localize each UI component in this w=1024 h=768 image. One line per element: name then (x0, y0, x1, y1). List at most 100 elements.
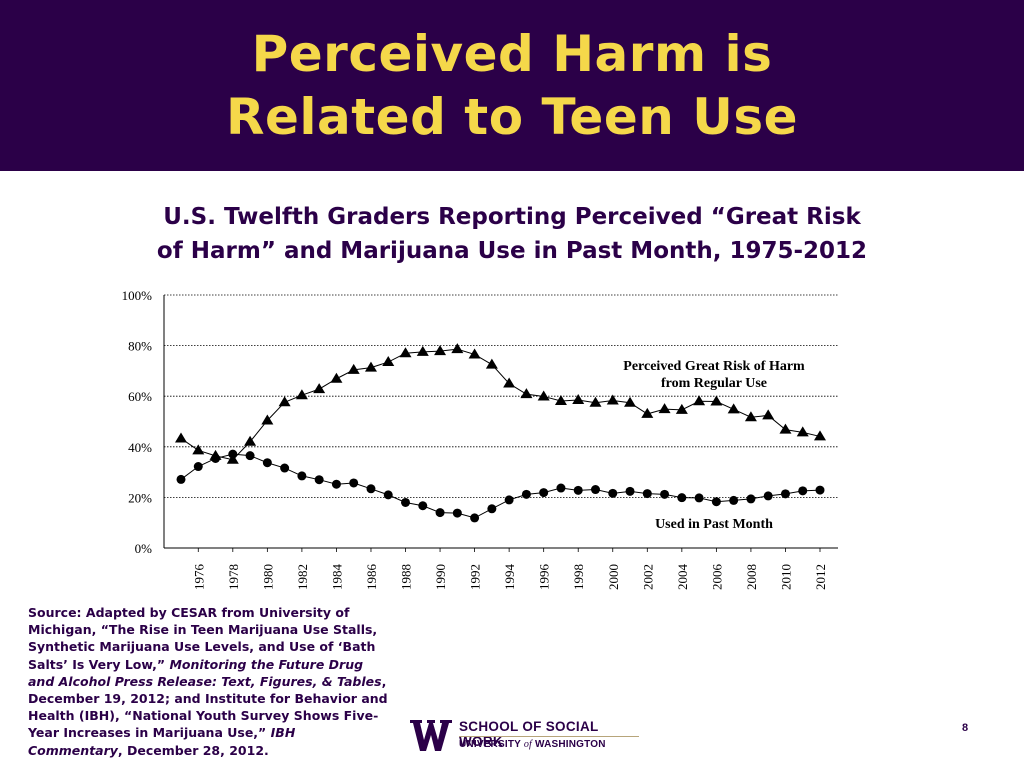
x-tick-label: 1986 (364, 564, 379, 591)
triangle-point (244, 435, 257, 446)
slide-header: Perceived Harm is Related to Teen Use (0, 0, 1024, 171)
y-tick-label: 80% (128, 339, 152, 354)
circle-point (556, 483, 566, 493)
circle-point (798, 486, 808, 496)
circle-point (470, 513, 480, 523)
circle-point (521, 489, 531, 499)
circle-point (815, 485, 825, 495)
triangle-point (226, 453, 239, 464)
triangle-point (382, 356, 395, 367)
line-chart: 0% 20% 40% 60% 80% 100% 1976 1978 1980 1982 1984 19… (122, 288, 838, 591)
triangle-point (175, 432, 187, 443)
x-tick-label: 1992 (468, 564, 483, 590)
x-tick-label: 2010 (778, 564, 793, 590)
circle-point (625, 486, 635, 496)
y-tick-label: 20% (128, 490, 152, 505)
series-line-2 (180, 453, 821, 519)
circle-point (694, 493, 704, 503)
circle-point (677, 493, 687, 503)
circle-point (435, 508, 445, 518)
triangle-point (261, 414, 274, 425)
logo-divider (459, 736, 639, 737)
circle-point (176, 474, 186, 484)
triangle-point (796, 426, 809, 437)
x-tick-label: 1976 (191, 564, 206, 591)
circle-point (642, 489, 652, 499)
source-text-a: Source: Adapted by CESAR from University… (28, 605, 378, 672)
chart-title: U.S. Twelfth Graders Reporting Perceived… (0, 200, 1024, 268)
y-tick-label: 100% (122, 288, 153, 303)
slide-title-line-1: Perceived Harm is (251, 24, 773, 83)
triangle-point (814, 430, 826, 441)
triangle-point (727, 403, 740, 414)
uw-w-logo-icon (410, 720, 452, 751)
chart-title-line-2: of Harm” and Marijuana Use in Past Month… (156, 238, 868, 264)
triangle-point (710, 395, 723, 406)
circle-point (780, 489, 790, 499)
circle-point (418, 501, 428, 511)
circle-point (314, 475, 324, 485)
uw-school-logo: SCHOOL OF SOCIAL WORK UNIVERSITY of WASH… (410, 716, 640, 756)
triangle-point (485, 358, 498, 369)
triangle-point (554, 395, 567, 406)
triangle-point (347, 363, 360, 374)
x-tick-label: 1994 (502, 564, 517, 591)
series-label-harm-line-1: Perceived Great Risk of Harm (623, 359, 805, 374)
triangle-point (572, 393, 585, 404)
y-tick-label: 60% (128, 389, 152, 404)
x-tick-label: 1978 (226, 564, 241, 590)
triangle-point (537, 390, 550, 401)
y-tick-label: 0% (135, 541, 153, 556)
circle-point (366, 484, 376, 494)
source-text-c: , December 28, 2012. (117, 742, 269, 758)
triangle-point (278, 396, 291, 407)
x-tick-label: 1990 (433, 564, 448, 590)
x-tick-label: 2012 (813, 564, 828, 590)
circle-point (262, 458, 272, 468)
triangle-point (744, 411, 757, 422)
circle-point (383, 490, 393, 500)
x-tick-label: 2002 (640, 564, 655, 590)
triangle-point (399, 347, 412, 358)
circle-point (245, 451, 255, 461)
y-tick-label: 40% (128, 440, 152, 455)
x-tick-label: 2006 (709, 564, 724, 591)
triangle-point (606, 394, 619, 405)
circle-point (729, 495, 739, 505)
slide-title-line-2: Related to Teen Use (225, 87, 799, 146)
triangle-point (364, 361, 377, 372)
univ-text-b: WASHINGTON (532, 739, 606, 750)
series-label-harm-line-2: from Regular Use (661, 376, 767, 391)
university-name: UNIVERSITY of WASHINGTON (459, 739, 606, 750)
circle-point (539, 488, 549, 498)
school-name: SCHOOL OF SOCIAL WORK (459, 719, 599, 749)
x-tick-label: 2008 (744, 564, 759, 590)
circle-point (228, 449, 238, 459)
x-tick-label: 1996 (537, 564, 552, 591)
source-citation: Source: Adapted by CESAR from University… (28, 604, 388, 759)
source-italic-a: Monitoring the Future Drug and Alcohol P… (28, 656, 382, 689)
x-tick-label: 1984 (329, 564, 344, 591)
circle-point (711, 497, 721, 507)
circle-point (746, 494, 756, 504)
x-tick-label: 2000 (606, 564, 621, 590)
circle-point (349, 478, 359, 488)
triangle-point (503, 377, 516, 388)
triangle-point (693, 395, 706, 406)
triangle-point (434, 345, 447, 356)
triangle-point (762, 409, 775, 420)
triangle-point (416, 345, 429, 356)
x-tick-label: 1998 (571, 564, 586, 590)
circle-point (590, 485, 600, 495)
circle-point (608, 488, 618, 498)
x-tick-label: 2004 (675, 564, 690, 591)
triangle-point (520, 388, 533, 399)
triangle-point (313, 383, 326, 394)
circle-point (573, 485, 583, 495)
circle-point (401, 497, 411, 507)
triangle-point (641, 407, 654, 418)
triangle-point (192, 444, 205, 455)
circle-point (193, 462, 203, 472)
x-tick-label: 1982 (295, 564, 310, 590)
x-tick-label: 1988 (399, 564, 414, 590)
